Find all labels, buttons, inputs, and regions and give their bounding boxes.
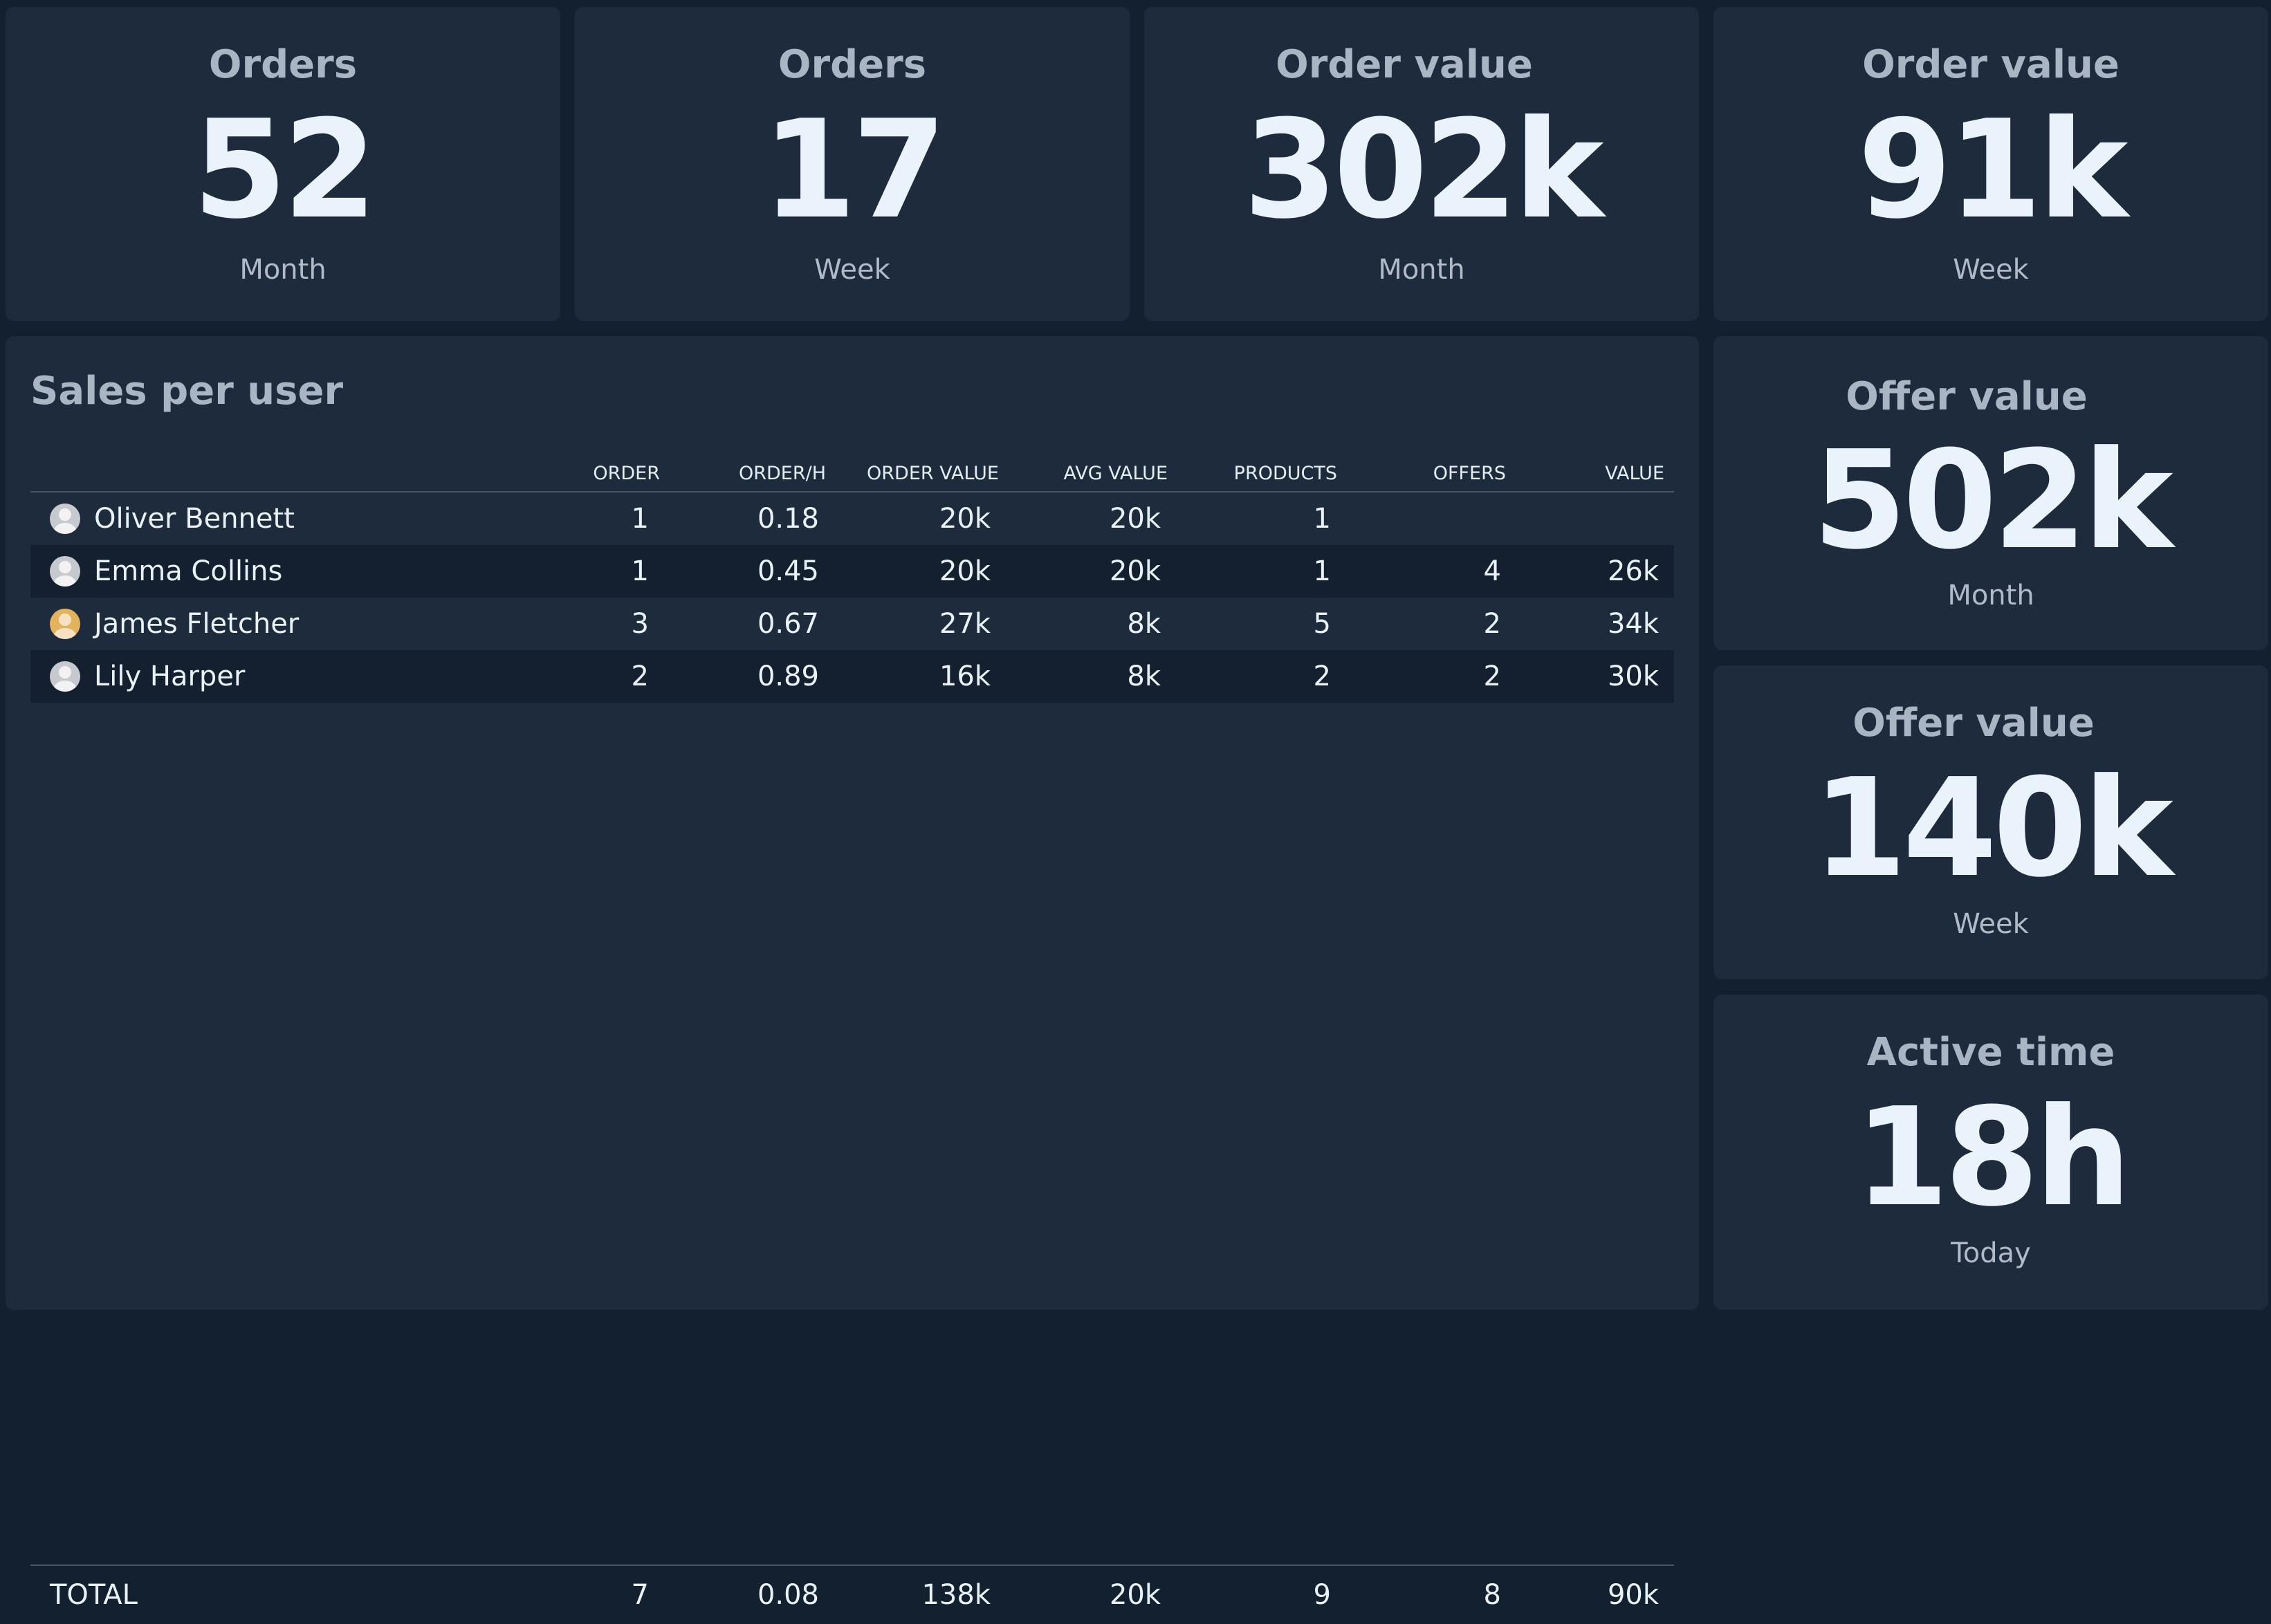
- orders-week-card: Orders 17 Week: [575, 7, 1130, 321]
- column-header-offers[interactable]: OFFERS: [1433, 463, 1506, 484]
- user-cell: Emma Collins: [50, 545, 282, 598]
- card-value: 52: [192, 91, 378, 249]
- table-row[interactable]: James Fletcher 3 0.67 27k 8k 5 2 34k: [30, 598, 1674, 650]
- user-name: Oliver Bennett: [94, 503, 295, 535]
- table-row[interactable]: Emma Collins 1 0.45 20k 20k 1 4 26k: [30, 545, 1674, 598]
- default-avatar-icon: [50, 661, 80, 692]
- card-period: Week: [1953, 908, 2029, 940]
- column-header-avg-value[interactable]: AVG VALUE: [1063, 463, 1168, 484]
- user-name: Emma Collins: [94, 555, 283, 587]
- card-title: Order value: [1276, 42, 1533, 87]
- order-per-hour-cell: 0.67: [757, 608, 819, 640]
- default-avatar-icon: [50, 556, 80, 587]
- products-cell: 2: [1313, 661, 1331, 692]
- offer-value-week-card: Offer value 140k Week: [1713, 665, 2268, 979]
- user-cell: Lily Harper: [50, 650, 245, 703]
- card-title: Active time: [1866, 1030, 2115, 1075]
- table-total-row: TOTAL 7 0.08 138k 20k 9 8 90k: [30, 1565, 1674, 1624]
- card-value: 140k: [1812, 750, 2173, 907]
- panel-title: Sales per user: [30, 369, 344, 414]
- user-cell: Oliver Bennett: [50, 492, 295, 545]
- order-value-cell: 27k: [939, 608, 991, 640]
- value-cell: 34k: [1607, 608, 1659, 640]
- card-title: Offer value: [1852, 701, 2095, 746]
- card-title: Offer value: [1846, 374, 2088, 419]
- photo-avatar-icon: [50, 609, 80, 639]
- column-header-order[interactable]: ORDER: [593, 463, 660, 484]
- order-value-cell: 20k: [939, 555, 991, 587]
- card-period: Today: [1951, 1237, 2031, 1269]
- user-name: Lily Harper: [94, 661, 246, 692]
- order-per-hour-cell: 0.18: [757, 503, 819, 535]
- order-value-cell: 20k: [939, 503, 991, 535]
- avg-value-cell: 20k: [1109, 555, 1161, 587]
- card-title: Orders: [208, 42, 358, 87]
- order-cell: 1: [631, 503, 649, 535]
- value-cell: [30, 492, 1659, 545]
- column-header-order-value[interactable]: ORDER VALUE: [867, 463, 999, 484]
- avg-value-cell: 8k: [1127, 608, 1161, 640]
- sales-per-user-panel: Sales per user ORDER ORDER/H ORDER VALUE…: [6, 336, 1699, 1611]
- card-title: Orders: [778, 42, 927, 87]
- column-header-order-per-hour[interactable]: ORDER/H: [738, 463, 826, 484]
- card-period: Month: [239, 254, 327, 286]
- offers-cell: 2: [1483, 608, 1501, 640]
- offers-cell: 2: [1483, 661, 1501, 692]
- order-cell: 1: [631, 555, 649, 587]
- column-header-value[interactable]: VALUE: [1605, 463, 1664, 484]
- table-row[interactable]: Lily Harper 2 0.89 16k 8k 2 2 30k: [30, 650, 1674, 703]
- order-per-hour-cell: 0.89: [757, 661, 819, 692]
- order-cell: 3: [631, 608, 649, 640]
- card-value: 302k: [1243, 91, 1603, 249]
- value-cell: 30k: [1607, 661, 1659, 692]
- card-value: 502k: [1812, 422, 2173, 580]
- user-cell: James Fletcher: [50, 598, 299, 650]
- active-time-today-card: Active time 18h Today: [1713, 995, 2268, 1310]
- avg-value-cell: 20k: [1109, 503, 1161, 535]
- card-period: Month: [1947, 580, 2034, 611]
- total-value-cell: 90k: [1607, 1579, 1659, 1611]
- products-cell: 5: [1313, 608, 1331, 640]
- card-period: Week: [1953, 254, 2029, 286]
- orders-month-card: Orders 52 Month: [6, 7, 560, 321]
- card-period: Month: [1378, 254, 1465, 286]
- sales-table: ORDER ORDER/H ORDER VALUE AVG VALUE PROD…: [30, 454, 1674, 703]
- products-cell: 1: [1313, 503, 1331, 535]
- table-row[interactable]: Oliver Bennett 1 0.18 20k 20k 1: [30, 492, 1674, 545]
- order-value-cell: 16k: [939, 661, 991, 692]
- order-cell: 2: [631, 661, 649, 692]
- table-header: ORDER ORDER/H ORDER VALUE AVG VALUE PROD…: [30, 454, 1674, 492]
- user-name: James Fletcher: [94, 608, 300, 640]
- offer-value-month-card: Offer value 502k Month: [1713, 336, 2268, 650]
- card-value: 17: [762, 91, 947, 249]
- products-cell: 1: [1313, 555, 1331, 587]
- value-cell: 26k: [1607, 555, 1659, 587]
- column-header-products[interactable]: PRODUCTS: [1233, 463, 1337, 484]
- card-period: Week: [814, 254, 890, 286]
- card-value: 91k: [1857, 91, 2128, 249]
- order-value-week-card: Order value 91k Week: [1713, 7, 2268, 321]
- avg-value-cell: 8k: [1127, 661, 1161, 692]
- order-per-hour-cell: 0.45: [757, 555, 819, 587]
- default-avatar-icon: [50, 504, 80, 534]
- offers-cell: 4: [1483, 555, 1501, 587]
- order-value-month-card: Order value 302k Month: [1144, 7, 1699, 321]
- card-title: Order value: [1862, 42, 2120, 87]
- card-value: 18h: [1854, 1079, 2131, 1237]
